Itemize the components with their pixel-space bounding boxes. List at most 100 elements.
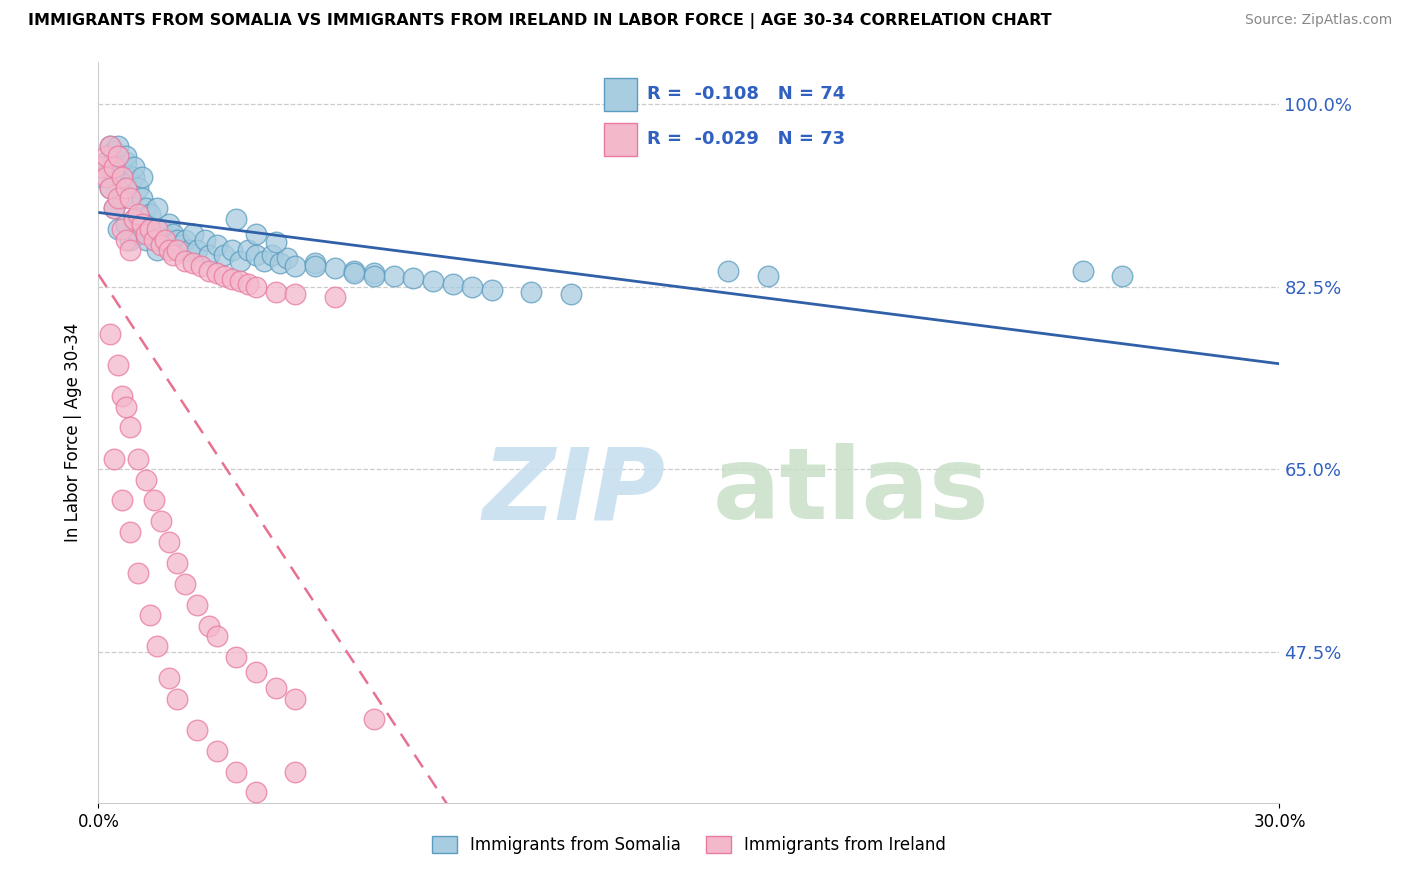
Point: [118, 191, 141, 205]
Point: [756, 269, 779, 284]
Point: [276, 252, 298, 266]
Point: [245, 785, 267, 799]
Point: [205, 266, 228, 280]
Point: [111, 389, 134, 403]
Point: [98, 326, 121, 341]
Point: [229, 274, 252, 288]
Text: Source: ZipAtlas.com: Source: ZipAtlas.com: [1244, 13, 1392, 28]
Point: [363, 712, 385, 726]
Point: [461, 279, 484, 293]
Point: [229, 253, 252, 268]
Point: [166, 691, 188, 706]
Point: [174, 233, 197, 247]
Point: [441, 277, 464, 291]
Point: [118, 420, 141, 434]
Point: [343, 266, 366, 280]
Point: [115, 154, 138, 169]
Point: [142, 233, 165, 247]
Point: [122, 211, 145, 226]
Point: [560, 287, 582, 301]
Point: [103, 202, 125, 216]
Point: [166, 233, 188, 247]
Point: [245, 279, 267, 293]
Point: [138, 207, 160, 221]
Point: [135, 202, 157, 216]
Point: [205, 629, 228, 643]
Point: [103, 160, 125, 174]
Legend: Immigrants from Somalia, Immigrants from Ireland: Immigrants from Somalia, Immigrants from…: [425, 830, 953, 861]
Point: [115, 149, 138, 163]
Point: [138, 222, 160, 236]
Point: [205, 238, 228, 252]
Point: [186, 243, 208, 257]
Point: [181, 255, 204, 269]
Point: [150, 222, 173, 236]
Point: [142, 493, 165, 508]
Point: [107, 191, 129, 205]
Point: [107, 149, 129, 163]
Point: [98, 180, 121, 194]
Point: [186, 598, 208, 612]
Point: [118, 524, 141, 539]
Point: [177, 243, 200, 257]
Point: [122, 170, 145, 185]
Point: [155, 233, 177, 247]
Point: [323, 260, 346, 275]
Point: [284, 764, 307, 779]
Point: [304, 259, 326, 273]
Point: [98, 180, 121, 194]
Point: [402, 271, 425, 285]
Point: [174, 577, 197, 591]
Point: [157, 535, 180, 549]
Point: [225, 211, 247, 226]
Point: [150, 514, 173, 528]
Point: [197, 264, 219, 278]
Point: [103, 144, 125, 158]
Point: [111, 165, 134, 179]
Point: [236, 277, 259, 291]
Y-axis label: In Labor Force | Age 30-34: In Labor Force | Age 30-34: [65, 323, 83, 542]
Point: [304, 255, 326, 269]
Point: [245, 227, 267, 242]
Point: [131, 170, 153, 185]
Point: [135, 233, 157, 247]
Point: [118, 243, 141, 257]
Point: [157, 217, 180, 231]
Point: [135, 473, 157, 487]
Point: [118, 233, 141, 247]
Point: [245, 248, 267, 262]
Point: [1111, 269, 1133, 284]
Point: [127, 566, 149, 581]
Text: ZIP: ZIP: [482, 443, 665, 541]
Point: [382, 269, 405, 284]
Point: [135, 227, 157, 242]
Point: [225, 649, 247, 664]
Point: [91, 170, 114, 185]
Point: [186, 723, 208, 737]
Point: [284, 287, 307, 301]
Point: [98, 139, 121, 153]
Point: [717, 264, 740, 278]
Point: [127, 180, 149, 194]
Point: [127, 207, 149, 221]
Point: [214, 269, 236, 284]
Point: [157, 243, 180, 257]
Point: [146, 222, 169, 236]
Point: [122, 160, 145, 174]
Point: [150, 238, 173, 252]
Point: [363, 266, 385, 280]
Point: [225, 764, 247, 779]
Point: [107, 139, 129, 153]
Point: [269, 255, 291, 269]
Point: [214, 248, 236, 262]
Point: [146, 202, 169, 216]
Point: [284, 259, 307, 273]
Point: [103, 451, 125, 466]
Point: [245, 665, 267, 680]
Point: [118, 175, 141, 189]
Point: [107, 358, 129, 372]
Point: [221, 272, 243, 286]
Point: [236, 243, 259, 257]
Text: atlas: atlas: [713, 443, 990, 541]
Point: [174, 253, 197, 268]
